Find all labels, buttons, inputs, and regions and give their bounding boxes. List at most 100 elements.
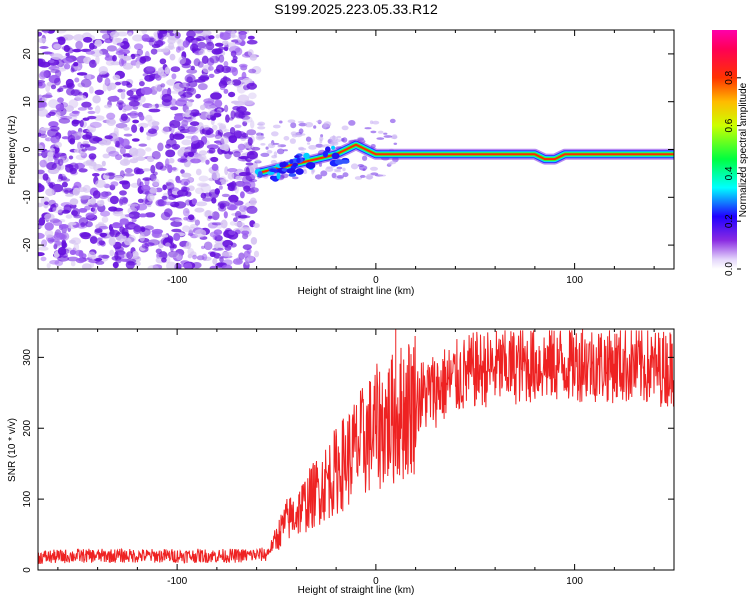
colorbar-tick-label: 0.6 (724, 118, 735, 132)
noise-speck (231, 67, 238, 77)
noise-speck (238, 215, 251, 219)
noise-speck (77, 131, 84, 136)
noise-speck (144, 114, 153, 122)
noise-speck (166, 261, 177, 269)
noise-speck (292, 176, 299, 180)
noise-speck (336, 135, 342, 139)
noise-speck (162, 125, 170, 135)
noise-speck (298, 147, 307, 151)
noise-speck (178, 56, 187, 65)
noise-speck (52, 219, 63, 226)
noise-speck (78, 250, 84, 259)
noise-speck (214, 243, 219, 249)
noise-speck (114, 175, 124, 181)
noise-speck (64, 189, 69, 194)
noise-speck (192, 113, 197, 117)
noise-speck (330, 141, 338, 144)
noise-speck (45, 92, 52, 97)
noise-speck (71, 210, 78, 216)
colorbar-gradient (712, 30, 737, 269)
noise-speck (213, 229, 223, 236)
noise-speck (85, 50, 96, 55)
noise-speck (119, 190, 127, 196)
noise-speck (223, 46, 229, 51)
noise-speck (102, 153, 110, 159)
noise-speck (149, 173, 157, 182)
noise-speck (89, 121, 102, 128)
noise-speck (348, 120, 356, 126)
noise-speck (127, 261, 137, 266)
noise-speck (69, 130, 77, 135)
noise-speck (313, 125, 317, 129)
noise-speck (81, 148, 87, 152)
noise-speck (173, 233, 181, 241)
noise-speck (116, 31, 128, 37)
noise-speck (180, 169, 185, 174)
noise-speck (119, 196, 129, 205)
noise-speck (256, 123, 264, 126)
noise-speck (250, 181, 256, 189)
noise-speck (218, 125, 227, 133)
noise-speck (221, 251, 233, 257)
noise-speck (122, 104, 133, 111)
snr-series-line (38, 330, 674, 564)
noise-speck (230, 110, 236, 119)
noise-speck (130, 182, 140, 188)
noise-speck (136, 48, 144, 56)
noise-speck (190, 65, 195, 71)
noise-speck (205, 159, 210, 165)
noise-speck (221, 264, 233, 269)
noise-speck (57, 97, 64, 103)
noise-speck (38, 169, 45, 175)
noise-speck (393, 142, 398, 145)
noise-speck (47, 155, 54, 162)
noise-speck (89, 236, 98, 244)
signal-blob (289, 159, 294, 165)
noise-speck (162, 201, 175, 206)
noise-speck (131, 218, 137, 223)
noise-speck (165, 149, 176, 158)
noise-speck (187, 232, 194, 236)
noise-speck (39, 159, 47, 168)
noise-speck (86, 74, 92, 80)
noise-speck (119, 218, 129, 225)
noise-speck (113, 241, 122, 250)
noise-speck (49, 148, 55, 152)
y-tick-label: 200 (22, 419, 33, 436)
noise-speck (222, 40, 229, 46)
noise-speck (138, 213, 147, 218)
noise-speck (103, 104, 112, 109)
noise-speck (191, 198, 198, 205)
noise-speck (129, 158, 139, 164)
noise-speck (172, 82, 185, 92)
noise-speck (75, 135, 80, 140)
noise-speck (80, 222, 86, 228)
noise-speck (174, 218, 183, 223)
noise-speck (84, 205, 91, 211)
noise-speck (38, 61, 51, 68)
noise-speck (213, 112, 222, 118)
y-tick-label: 100 (22, 490, 33, 507)
noise-speck (38, 108, 48, 117)
noise-speck (208, 65, 214, 71)
noise-speck (85, 221, 93, 228)
noise-speck (320, 134, 324, 138)
x-tick-label: -100 (167, 576, 187, 587)
noise-speck (218, 185, 223, 190)
noise-speck (139, 126, 144, 133)
noise-speck (197, 83, 208, 91)
noise-speck (190, 146, 198, 154)
noise-speck (152, 178, 160, 186)
noise-speck (85, 212, 95, 219)
noise-speck (198, 175, 209, 182)
noise-speck (161, 257, 167, 263)
noise-speck (233, 150, 241, 158)
noise-speck (38, 144, 44, 153)
noise-speck (277, 144, 281, 148)
noise-speck (114, 251, 119, 260)
noise-speck (148, 108, 161, 113)
noise-speck (54, 77, 61, 86)
noise-speck (61, 136, 70, 140)
noise-speck (61, 242, 68, 249)
